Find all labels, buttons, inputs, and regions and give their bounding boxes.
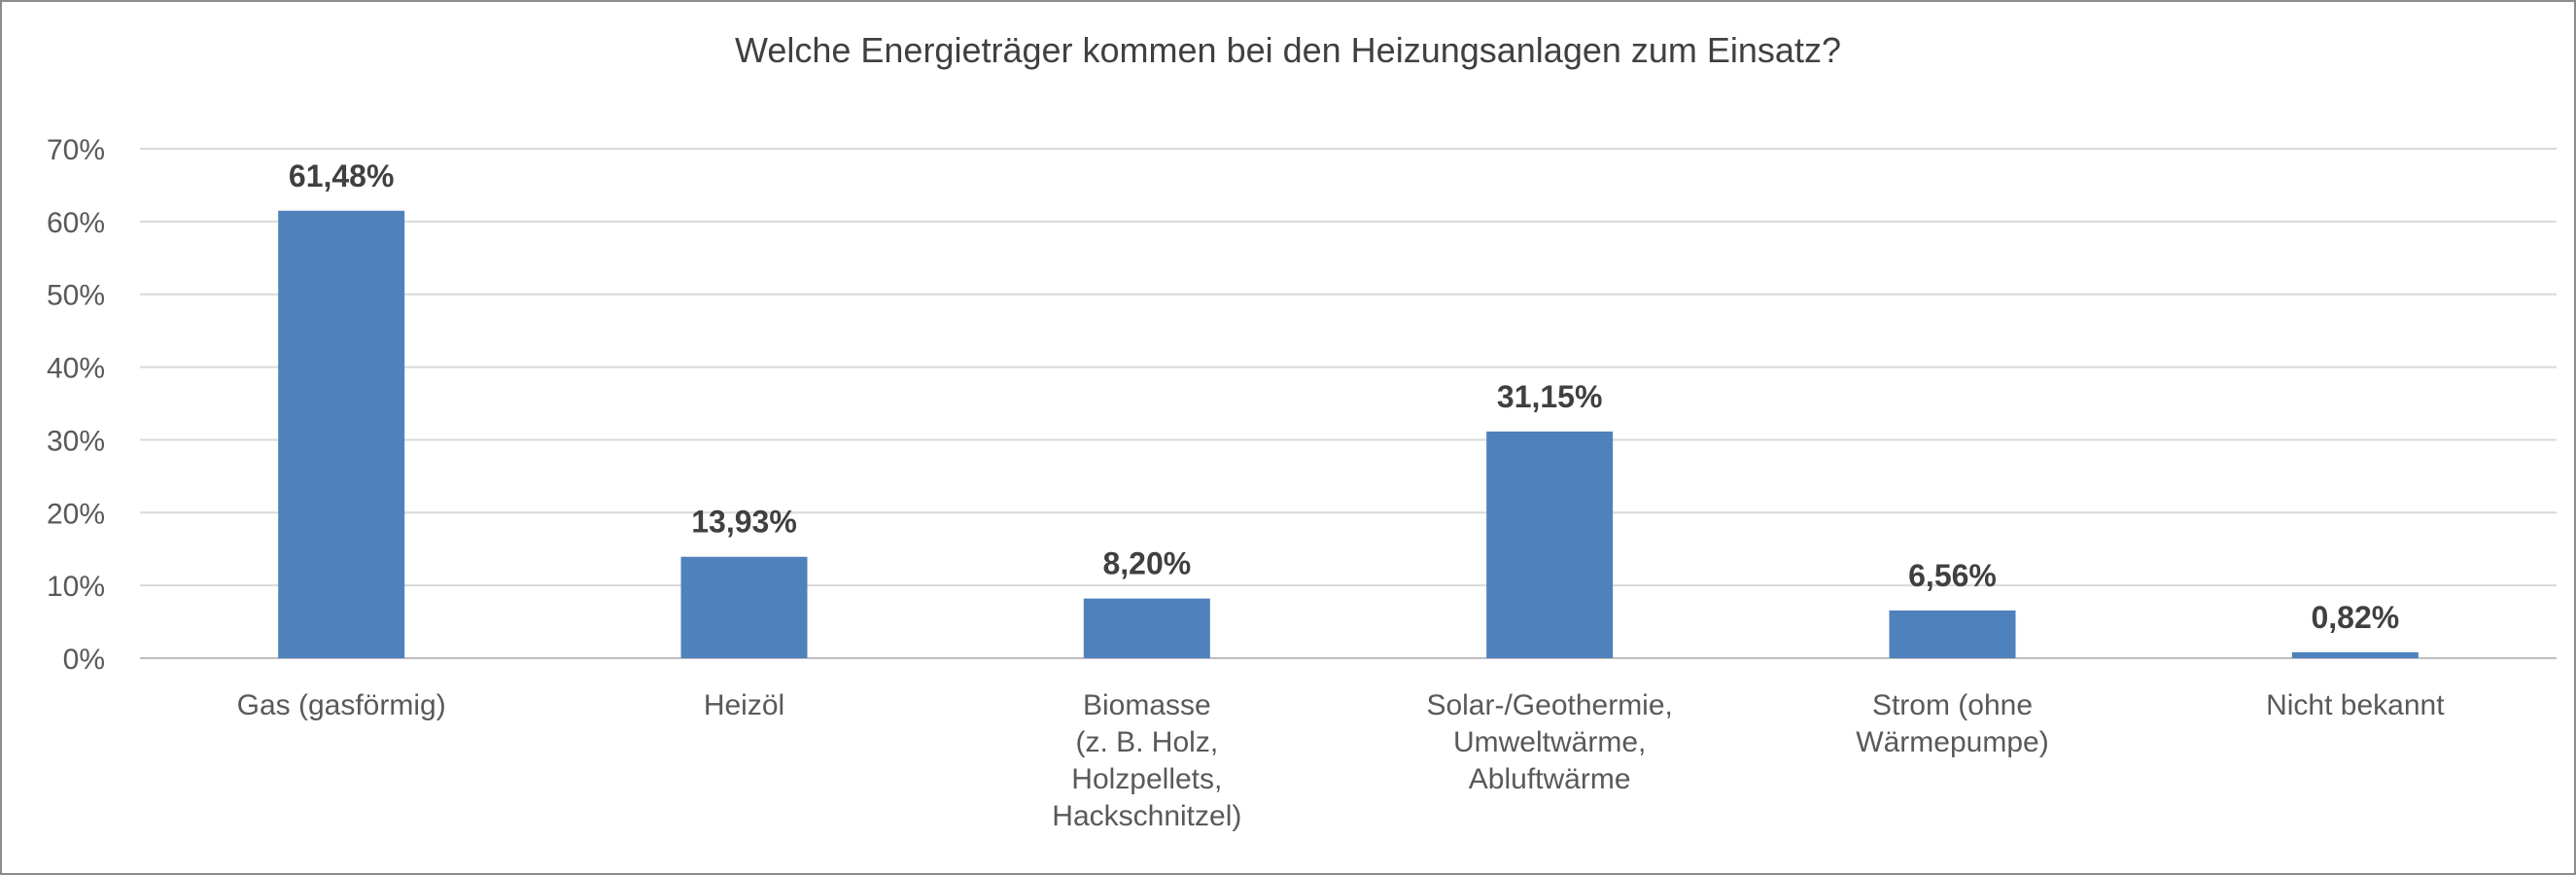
x-tick-label: Solar-/Geothermie, Umweltwärme, Abluftwärm…: [1426, 689, 1672, 795]
data-label: 0,82%: [2311, 600, 2399, 635]
y-tick-label: 50%: [47, 280, 105, 312]
bar: [1083, 598, 1210, 658]
data-labels: 61,48% 13,93% 8,20% 31,15% 6,56% 0,82%: [289, 158, 2399, 635]
x-tick-label: Biomasse (z. B. Holz, Holzpellets, Hackschn…: [1052, 689, 1241, 832]
y-tick-label: 70%: [47, 134, 105, 166]
y-tick-label: 60%: [47, 207, 105, 239]
x-tick-label: Heizöl: [704, 689, 784, 721]
bar: [278, 210, 405, 658]
chart-title: Welche Energieträger kommen bei den Heiz…: [735, 30, 1841, 70]
data-label: 13,93%: [691, 505, 797, 540]
y-axis-ticks: 0% 10% 20% 30% 40% 50% 60% 70%: [47, 134, 105, 676]
bar: [680, 556, 808, 658]
bars: [278, 210, 2419, 658]
x-tick-label: Gas (gasförmig): [237, 689, 446, 721]
x-axis-ticks: Gas (gasförmig) Heizöl Biomasse (z. B. Holz…: [237, 689, 2446, 832]
x-tick-label: Strom (ohne Wärmepumpe): [1856, 689, 2048, 758]
data-label: 61,48%: [289, 158, 395, 193]
bar: [2291, 651, 2419, 658]
y-tick-label: 10%: [47, 571, 105, 603]
y-tick-label: 40%: [47, 353, 105, 385]
data-label: 8,20%: [1102, 546, 1191, 581]
bar: [1889, 610, 2016, 658]
y-tick-label: 30%: [47, 425, 105, 457]
x-tick-label: Nicht bekannt: [2266, 689, 2445, 721]
y-tick-label: 0%: [63, 644, 105, 676]
data-label: 6,56%: [1908, 558, 1997, 593]
data-label: 31,15%: [1497, 379, 1603, 414]
bar: [1486, 431, 1614, 658]
y-tick-label: 20%: [47, 498, 105, 530]
gridlines: [140, 148, 2557, 659]
